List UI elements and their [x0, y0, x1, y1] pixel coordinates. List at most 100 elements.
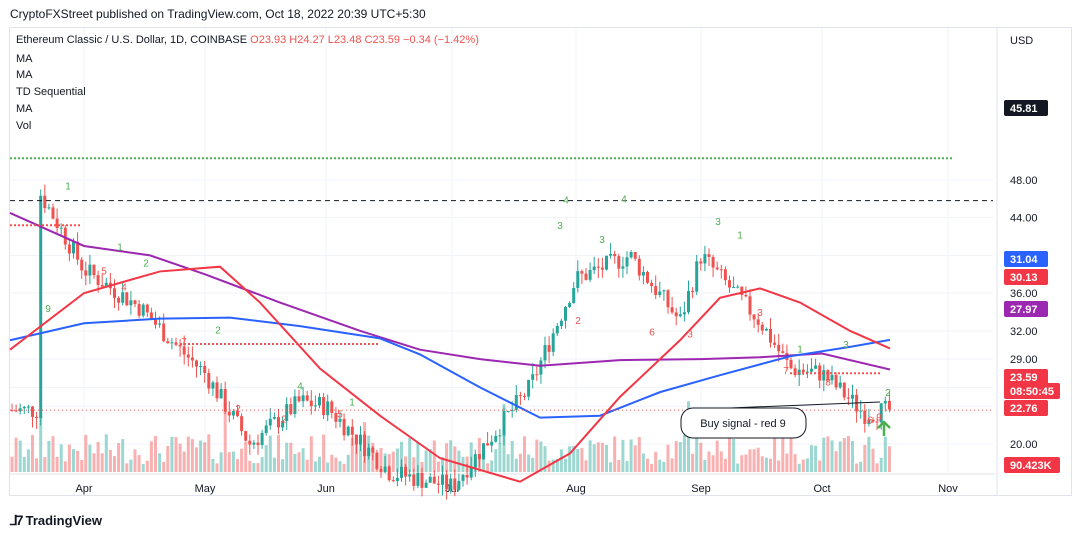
volume-bar [801, 459, 805, 472]
volume-bar [391, 451, 395, 472]
volume-bar [695, 419, 699, 472]
price-tick-label: 48.00 [1010, 175, 1038, 187]
candle-body [871, 419, 875, 422]
candle-body [514, 395, 518, 410]
indicator-ma-2[interactable]: MA [16, 69, 33, 81]
annotation-pointer [729, 401, 881, 409]
volume-bar [400, 441, 403, 472]
candle-body [445, 474, 449, 490]
price-badge-label: 31.04 [1010, 254, 1038, 266]
indicator-td-sequential[interactable]: TD Sequential [16, 86, 86, 98]
candle-body [518, 395, 522, 397]
candle-body [236, 411, 239, 417]
volume-bar [186, 436, 190, 472]
volume-bar [215, 463, 219, 472]
candle-body [879, 403, 883, 423]
volume-bar [26, 449, 30, 472]
indicator-ma-1[interactable]: MA [16, 53, 33, 65]
volume-bar [502, 404, 506, 472]
volume-bar [846, 435, 850, 472]
volume-bar [297, 452, 301, 472]
candle-body [736, 286, 740, 288]
volume-bar [785, 453, 789, 472]
volume-bar [666, 444, 670, 472]
candle-body [22, 406, 26, 409]
td-sequential-count: 2 [885, 388, 891, 399]
volume-bar [527, 454, 531, 472]
volume-bar [416, 442, 420, 472]
candle-body [863, 410, 867, 424]
candle-body [760, 324, 764, 331]
volume-bar [838, 441, 842, 472]
candle-body [621, 266, 625, 269]
candle-body [732, 287, 736, 289]
candle-body [305, 395, 309, 401]
volume-bar [600, 442, 604, 472]
candle-body [666, 290, 670, 308]
candle-body [887, 400, 891, 410]
candle-body [756, 319, 760, 325]
volume-bar [322, 434, 326, 472]
moving-average-line-3 [9, 265, 891, 483]
volume-bar [691, 453, 695, 472]
td-sequential-count: 4 [621, 195, 627, 206]
candle-body [404, 466, 408, 477]
candle-body [773, 342, 777, 345]
volume-bar [133, 449, 137, 472]
td-sequential-count: 1 [797, 345, 803, 356]
td-buy-signal-9: 9 [876, 412, 882, 423]
candle-body [129, 300, 133, 306]
candle-body [264, 425, 268, 433]
legend-symbol[interactable]: Ethereum Classic / U.S. Dollar, 1D, COIN… [16, 34, 479, 46]
candle-body [498, 435, 502, 437]
candle-body [63, 227, 67, 245]
indicator-ma-3[interactable]: MA [16, 103, 33, 115]
volume-bar [219, 452, 223, 472]
tradingview-logo[interactable]: ⅃7 TradingView [10, 512, 102, 529]
candle-body [461, 474, 465, 481]
candle-body [477, 454, 481, 460]
candle-body [240, 416, 244, 432]
volume-bar [486, 463, 490, 472]
candle-body [211, 382, 215, 389]
volume-bar [412, 457, 416, 472]
volume-bar [580, 448, 584, 472]
volume-bar [834, 451, 838, 472]
candle-body [551, 333, 555, 352]
volume-bar [867, 436, 871, 472]
volume-bar [195, 447, 198, 472]
volume-bar [531, 457, 535, 472]
candle-body [764, 328, 768, 331]
chart-frame[interactable] [9, 27, 1072, 496]
candle-body [543, 345, 547, 361]
indicator-vol[interactable]: Vol [16, 120, 32, 132]
candle-body [810, 368, 813, 372]
price-badge-label: 23.59 [1010, 372, 1038, 384]
volume-bar [744, 454, 748, 472]
td-sequential-count: 2 [575, 316, 581, 327]
volume-bar [822, 437, 826, 472]
candle-body [354, 434, 358, 445]
volume-bar [518, 453, 522, 472]
volume-bar [231, 451, 235, 472]
volume-bar [158, 453, 162, 472]
volume-bar [252, 463, 256, 472]
candle-body [482, 443, 485, 460]
annotation-callout [680, 407, 807, 439]
volume-bar [883, 436, 887, 472]
candle-body [301, 395, 305, 402]
candle-body [531, 374, 535, 380]
candle-body [43, 195, 47, 209]
volume-bar [346, 454, 350, 472]
price-badge-label: 27.97 [1010, 304, 1038, 316]
volume-bar [715, 440, 719, 472]
candle-body [170, 342, 174, 344]
price-badge-bg [1004, 251, 1048, 267]
candle-body [822, 370, 826, 381]
candle-body [326, 401, 330, 416]
volume-bar [330, 454, 334, 472]
td-sequential-count: 3 [757, 308, 763, 319]
volume-bar [789, 437, 793, 472]
candle-body [252, 442, 256, 445]
